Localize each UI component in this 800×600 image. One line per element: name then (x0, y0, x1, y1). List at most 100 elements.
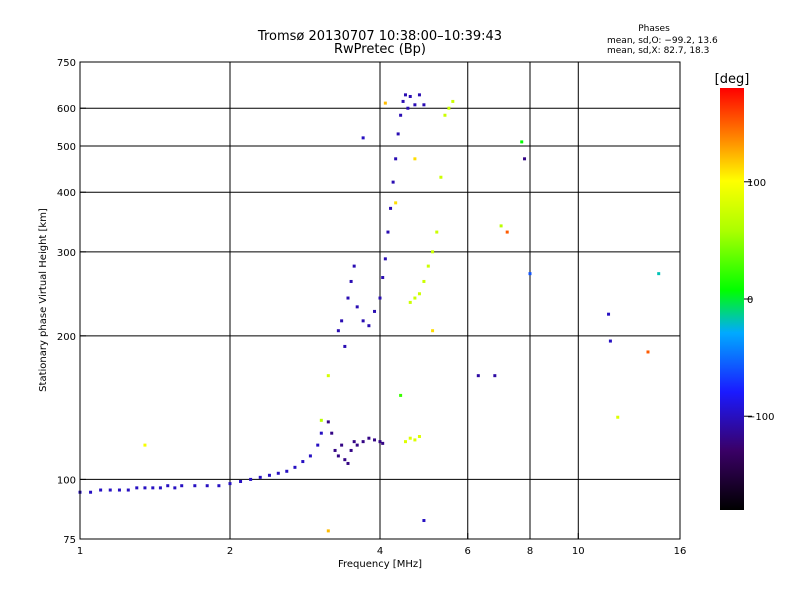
x-tick-label: 1 (77, 546, 83, 557)
data-point (355, 305, 359, 309)
data-point (276, 471, 280, 475)
data-point (399, 113, 403, 117)
grid-lines (80, 62, 680, 539)
data-point (386, 230, 390, 234)
colorbar-ticks: 100 0 −100 (744, 178, 774, 423)
x-tick-label: 4 (377, 546, 383, 557)
data-point (408, 300, 412, 304)
data-point (520, 140, 524, 144)
data-point (258, 475, 262, 479)
data-point (205, 484, 209, 488)
y-tick-label: 750 (57, 58, 76, 69)
plot-area-frame (79, 61, 681, 540)
y-tick-label: 300 (57, 248, 76, 259)
data-point (373, 309, 377, 313)
phases-mean-o: mean, sd,O: −99.2, 13.6 (607, 36, 718, 46)
x-tick-label: 8 (527, 546, 533, 557)
chart-title: Tromsø 20130707 10:38:00–10:39:43 (257, 29, 502, 44)
data-point (108, 488, 112, 492)
data-point (285, 469, 289, 473)
data-point (439, 175, 443, 179)
colorbar-tick-label: −100 (747, 412, 774, 423)
data-point (333, 448, 337, 452)
data-point (422, 103, 426, 107)
data-point (646, 350, 650, 354)
data-point (381, 276, 385, 280)
data-point (396, 132, 400, 136)
data-point (319, 431, 323, 435)
data-point (383, 257, 387, 261)
data-point (135, 486, 139, 490)
x-tick-label: 10 (572, 546, 585, 557)
x-axis-label: Frequency [MHz] (338, 559, 422, 570)
y-axis-label: Stationary phase Virtual Height [km] (38, 208, 49, 392)
data-point (343, 458, 347, 462)
data-point (394, 157, 398, 161)
data-point (361, 319, 365, 323)
data-point (378, 440, 382, 444)
data-point (657, 272, 661, 276)
y-tick-label: 500 (57, 142, 76, 153)
data-point (399, 393, 403, 397)
phases-mean-x: mean, sd,X: 82.7, 18.3 (607, 46, 709, 56)
data-point (193, 484, 197, 488)
data-point (408, 94, 412, 98)
colorbar-tick-label: 0 (747, 295, 753, 306)
data-point (431, 250, 435, 254)
data-point (476, 374, 480, 378)
data-point (89, 490, 93, 494)
data-point (346, 461, 350, 465)
x-tick-label: 2 (227, 546, 233, 557)
data-point (528, 272, 532, 276)
data-point (228, 482, 232, 486)
data-point (413, 296, 417, 300)
data-point (173, 486, 177, 490)
data-point (349, 279, 353, 283)
data-point (143, 443, 147, 447)
phases-title: Phases (638, 24, 670, 34)
data-point (378, 296, 382, 300)
data-point (249, 477, 253, 481)
data-point (608, 339, 612, 343)
data-point (340, 319, 344, 323)
data-point (422, 279, 426, 283)
data-point (401, 99, 405, 103)
data-point (308, 454, 312, 458)
data-point (493, 374, 497, 378)
data-point (355, 443, 359, 447)
data-point (367, 436, 371, 440)
data-point (451, 99, 455, 103)
data-point (99, 488, 103, 492)
data-point (431, 329, 435, 333)
data-point (352, 264, 356, 268)
data-point (343, 344, 347, 348)
data-point (180, 484, 184, 488)
data-point (217, 484, 221, 488)
colorbar-label: [deg] (715, 72, 750, 87)
data-point (443, 113, 447, 117)
data-point (352, 440, 356, 444)
data-point (413, 103, 417, 107)
y-tick-label: 200 (57, 332, 76, 343)
data-point (383, 101, 387, 105)
axis-ticks: 1 2 4 6 8 10 16 75 100 200 300 400 500 600 750 (57, 58, 686, 557)
data-point (499, 224, 503, 228)
y-tick-label: 400 (57, 188, 76, 199)
data-point (126, 488, 130, 492)
data-point (346, 296, 350, 300)
data-point (361, 440, 365, 444)
data-point (417, 292, 421, 296)
colorbar (720, 88, 744, 510)
data-point (158, 486, 162, 490)
colorbar-tick-label: 100 (747, 178, 766, 189)
data-point (151, 486, 155, 490)
data-point (316, 443, 320, 447)
data-point (408, 436, 412, 440)
data-point (391, 180, 395, 184)
data-point (267, 473, 271, 477)
data-point (389, 206, 393, 210)
data-point (406, 106, 410, 110)
y-tick-label: 100 (57, 475, 76, 486)
data-point (394, 201, 398, 205)
data-point (336, 454, 340, 458)
